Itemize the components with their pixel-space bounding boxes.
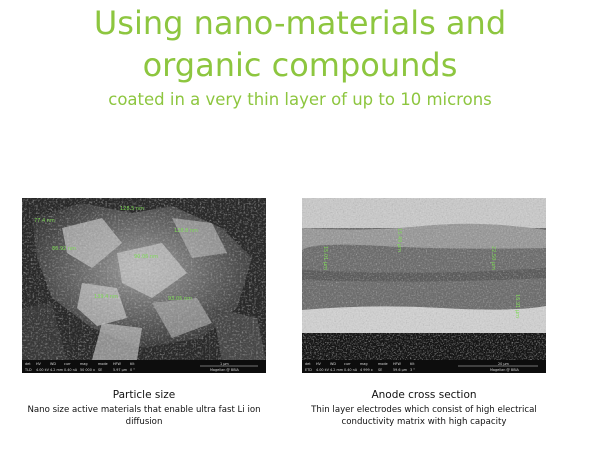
svg-text:HFW: HFW — [113, 362, 121, 366]
measurement-label: 128.5 nm — [120, 206, 144, 212]
svg-text:Magellan @ BBIA: Magellan @ BBIA — [490, 368, 520, 372]
svg-text:mode: mode — [98, 362, 108, 366]
svg-text:4.2 mm: 4.2 mm — [50, 368, 64, 372]
svg-text:1 µm: 1 µm — [220, 362, 229, 366]
svg-text:0.40 nA: 0.40 nA — [64, 368, 78, 372]
svg-text:WD: WD — [330, 362, 336, 366]
svg-text:4 999 x: 4 999 x — [360, 368, 373, 372]
measurement-label: 139.4 nm — [94, 294, 118, 300]
svg-text:ETD: ETD — [305, 368, 312, 372]
anode-sem-image: 15.49 µm 15.01 µm 22.50 µm 16.91 µm det H… — [302, 198, 546, 373]
svg-text:WD: WD — [50, 362, 56, 366]
measurement-label: 86.92 nm — [52, 246, 76, 252]
headline-subtitle: coated in a very thin layer of up to 10 … — [108, 90, 492, 109]
particle-sem-image: 77.4 nm 128.5 nm 128.8 nm 86.92 nm 90.06… — [22, 198, 266, 373]
svg-text:0 °: 0 ° — [130, 368, 135, 372]
svg-text:59.6 µm: 59.6 µm — [393, 368, 408, 372]
measurement-label: 16.91 µm — [514, 294, 520, 318]
measurement-label: 22.50 µm — [490, 246, 496, 270]
svg-text:HFW: HFW — [393, 362, 401, 366]
panel-title: Particle size — [112, 389, 176, 401]
panel-description: Nano size active materials that enable u… — [27, 405, 261, 427]
svg-text:curr: curr — [64, 362, 71, 366]
particle-size-panel: 77.4 nm 128.5 nm 128.8 nm 86.92 nm 90.06… — [22, 198, 266, 428]
measurement-label: 77.4 nm — [34, 218, 55, 224]
svg-text:tilt: tilt — [410, 362, 415, 366]
headline-line-2: organic compounds — [142, 46, 458, 84]
svg-text:det: det — [305, 362, 311, 366]
svg-text:TLD: TLD — [24, 368, 32, 372]
measurement-label: 15.01 µm — [322, 246, 328, 270]
svg-text:HV: HV — [316, 362, 322, 366]
svg-text:HV: HV — [36, 362, 42, 366]
panel-description: Thin layer electrodes which consist of h… — [311, 405, 537, 427]
svg-text:50 000 x: 50 000 x — [80, 368, 95, 372]
svg-text:Magellan @ BBIA: Magellan @ BBIA — [210, 368, 240, 372]
svg-text:0.40 nA: 0.40 nA — [344, 368, 358, 372]
svg-text:curr: curr — [344, 362, 351, 366]
svg-text:4.2 mm: 4.2 mm — [330, 368, 344, 372]
svg-text:5.97 µm: 5.97 µm — [113, 368, 128, 372]
svg-text:tilt: tilt — [130, 362, 135, 366]
svg-text:20 µm: 20 µm — [498, 362, 510, 366]
panel-title: Anode cross section — [371, 389, 477, 401]
anode-cross-section-panel: 15.49 µm 15.01 µm 22.50 µm 16.91 µm det H… — [302, 198, 546, 428]
svg-text:mode: mode — [378, 362, 388, 366]
headline-line-1: Using nano-materials and — [93, 4, 507, 42]
measurement-label: 90.06 nm — [134, 254, 158, 260]
svg-text:mag: mag — [80, 362, 88, 366]
svg-text:3 °: 3 ° — [410, 368, 415, 372]
svg-text:4.00 kV: 4.00 kV — [316, 368, 330, 372]
svg-text:4.00 kV: 4.00 kV — [36, 368, 50, 372]
svg-text:SE: SE — [378, 368, 382, 372]
svg-text:mag: mag — [360, 362, 368, 366]
measurement-label: 93.05 nm — [168, 296, 192, 302]
measurement-label: 15.49 µm — [396, 228, 402, 252]
measurement-label: 128.8 nm — [174, 228, 198, 234]
svg-text:SE: SE — [98, 368, 102, 372]
svg-text:det: det — [25, 362, 31, 366]
